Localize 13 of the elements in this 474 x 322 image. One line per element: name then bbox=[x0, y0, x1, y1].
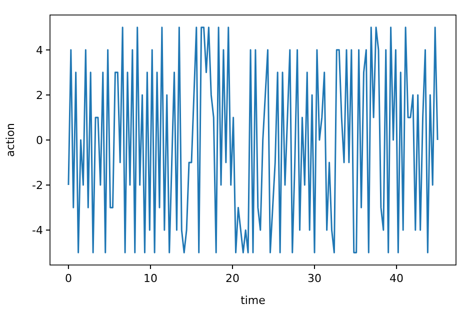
y-tick-label: -4 bbox=[32, 224, 43, 237]
x-tick-label: 20 bbox=[225, 272, 240, 285]
y-tick-label: 4 bbox=[36, 44, 43, 57]
x-tick-label: 30 bbox=[308, 272, 322, 285]
x-tick-label: 0 bbox=[64, 272, 72, 285]
x-tick-label: 10 bbox=[143, 272, 158, 285]
y-tick-label: 0 bbox=[36, 134, 43, 147]
x-tick-label: 40 bbox=[390, 272, 404, 285]
y-tick-label: -2 bbox=[32, 178, 43, 192]
line-series bbox=[68, 26, 438, 254]
x-axis-title: time bbox=[240, 294, 266, 307]
y-tick-label: 2 bbox=[36, 88, 43, 102]
y-axis-title: action bbox=[4, 123, 17, 157]
